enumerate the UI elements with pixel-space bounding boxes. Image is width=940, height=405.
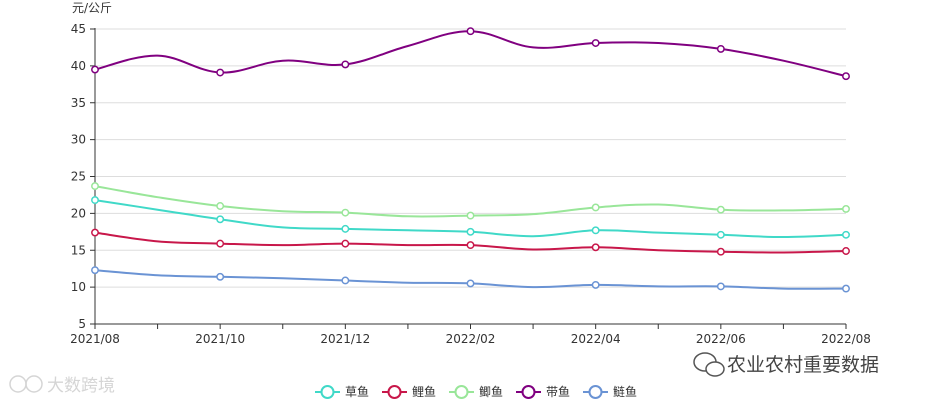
data-point[interactable] bbox=[466, 227, 475, 236]
data-point[interactable] bbox=[91, 228, 99, 237]
legend-swatch-marker bbox=[588, 385, 603, 399]
data-point[interactable] bbox=[216, 272, 225, 281]
legend[interactable]: 草鱼 鲤鱼 鲫鱼 带鱼 鲢鱼 bbox=[315, 384, 637, 399]
data-point[interactable] bbox=[341, 239, 350, 248]
watermark-right-text: 农业农村重要数据 bbox=[727, 354, 879, 376]
x-tick-label: 2022/08 bbox=[821, 332, 871, 346]
watermark-left-text: 大数跨境 bbox=[47, 376, 115, 396]
legend-label: 鲫鱼 bbox=[479, 385, 503, 399]
data-point[interactable] bbox=[591, 203, 600, 212]
data-point[interactable] bbox=[466, 279, 475, 288]
series-1 bbox=[91, 196, 850, 239]
series-3 bbox=[91, 182, 850, 220]
legend-label: 鲢鱼 bbox=[613, 384, 637, 399]
data-point[interactable] bbox=[716, 205, 725, 214]
data-point[interactable] bbox=[842, 230, 850, 239]
data-point[interactable] bbox=[341, 276, 350, 285]
data-point[interactable] bbox=[842, 247, 850, 255]
axes: 5 10 15 20 25 30 35 40 45 2021/08 2021/10 2021/12 20… bbox=[70, 22, 871, 346]
x-tick-label: 2022/02 bbox=[446, 332, 496, 346]
data-point[interactable] bbox=[341, 224, 350, 233]
data-point[interactable] bbox=[91, 65, 99, 74]
data-point[interactable] bbox=[591, 243, 600, 252]
data-point[interactable] bbox=[591, 226, 600, 235]
series-2 bbox=[91, 228, 850, 256]
data-point[interactable] bbox=[716, 282, 725, 291]
legend-item[interactable]: 鲤鱼 bbox=[382, 385, 436, 399]
y-tick-label: 15 bbox=[71, 243, 86, 257]
y-axis-label: 元/公斤 bbox=[72, 1, 112, 15]
data-point[interactable] bbox=[591, 280, 600, 289]
data-point[interactable] bbox=[466, 241, 475, 250]
data-point[interactable] bbox=[591, 39, 600, 47]
y-tick-label: 5 bbox=[78, 317, 86, 331]
data-point[interactable] bbox=[466, 27, 475, 36]
data-point[interactable] bbox=[216, 202, 225, 210]
wechat-icon bbox=[693, 352, 725, 377]
legend-label: 带鱼 bbox=[546, 385, 570, 399]
data-point[interactable] bbox=[91, 182, 99, 191]
legend-swatch-marker bbox=[454, 385, 469, 399]
legend-label: 鲤鱼 bbox=[412, 385, 436, 399]
data-point[interactable] bbox=[842, 205, 850, 213]
y-tick-label: 40 bbox=[71, 59, 86, 73]
legend-item[interactable]: 鲫鱼 bbox=[449, 385, 503, 399]
data-point[interactable] bbox=[466, 211, 475, 220]
y-tick-label: 25 bbox=[71, 170, 86, 184]
y-tick-label: 35 bbox=[71, 96, 86, 110]
series-lines bbox=[91, 27, 850, 293]
data-point[interactable] bbox=[716, 247, 725, 256]
x-tick-label: 2021/10 bbox=[195, 332, 245, 346]
data-point[interactable] bbox=[91, 196, 99, 205]
series-5 bbox=[91, 266, 850, 293]
data-point[interactable] bbox=[341, 60, 350, 69]
data-point[interactable] bbox=[716, 230, 725, 239]
y-tick-label: 45 bbox=[71, 22, 86, 36]
y-tick-label: 10 bbox=[71, 280, 86, 294]
data-point[interactable] bbox=[216, 239, 225, 248]
legend-swatch-marker bbox=[320, 385, 335, 399]
data-point[interactable] bbox=[216, 68, 225, 77]
legend-item[interactable]: 鲢鱼 bbox=[583, 384, 637, 399]
legend-label: 草鱼 bbox=[345, 385, 369, 399]
watermark-left: 大数跨境 bbox=[9, 375, 115, 396]
data-point[interactable] bbox=[716, 44, 725, 53]
data-point[interactable] bbox=[341, 208, 350, 217]
watermark-right: 农业农村重要数据 bbox=[693, 352, 879, 377]
data-point[interactable] bbox=[842, 72, 850, 81]
x-tick-label: 2021/08 bbox=[70, 332, 120, 346]
watermark-logo-icon bbox=[9, 375, 43, 393]
legend-item[interactable]: 草鱼 bbox=[315, 385, 369, 399]
x-tick-label: 2022/06 bbox=[696, 332, 746, 346]
y-tick-label: 20 bbox=[71, 206, 86, 220]
series-line bbox=[94, 30, 847, 78]
data-point[interactable] bbox=[842, 284, 850, 293]
legend-swatch-marker bbox=[521, 385, 536, 399]
x-tick-label: 2021/12 bbox=[320, 332, 370, 346]
data-point[interactable] bbox=[91, 266, 99, 275]
legend-swatch-marker bbox=[387, 385, 402, 399]
x-tick-label: 2022/04 bbox=[571, 332, 621, 346]
data-point[interactable] bbox=[216, 215, 225, 224]
series-4 bbox=[91, 27, 850, 81]
legend-item[interactable]: 带鱼 bbox=[516, 385, 570, 399]
y-tick-label: 30 bbox=[71, 133, 86, 147]
